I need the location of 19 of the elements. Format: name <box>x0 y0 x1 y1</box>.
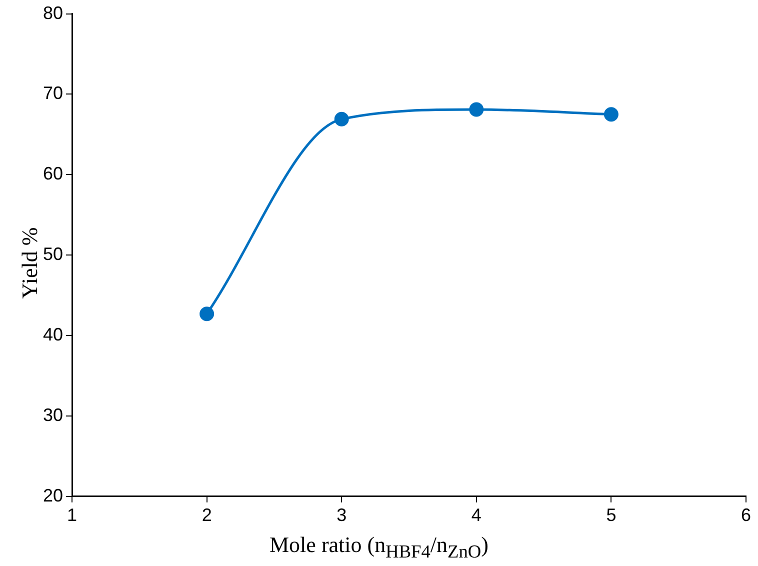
y-tick-label: 40 <box>42 324 64 344</box>
x-tick-label: 3 <box>336 505 347 526</box>
y-tick-label: 30 <box>42 404 64 425</box>
x-tick-label: 2 <box>202 505 212 526</box>
point <box>604 107 618 122</box>
point <box>469 102 484 117</box>
y-axis-title: Yield % <box>17 226 43 301</box>
x-tick-label: 4 <box>471 505 482 526</box>
y-tick-label: 50 <box>42 244 64 264</box>
y-tick-label: 80 <box>42 2 64 23</box>
y-tick-label: 60 <box>42 164 64 184</box>
y-tick-label: 20 <box>42 485 64 506</box>
x-axis-title: Mole ratio (n$_{HBF4}$/n$_{ZnO}$) <box>268 532 490 562</box>
x-tick-label: 6 <box>740 505 752 526</box>
x-tick-label: 5 <box>606 505 616 526</box>
point <box>334 112 349 126</box>
point <box>200 306 214 322</box>
y-tick-label: 70 <box>42 83 64 104</box>
x-tick-label: 1 <box>67 505 78 526</box>
